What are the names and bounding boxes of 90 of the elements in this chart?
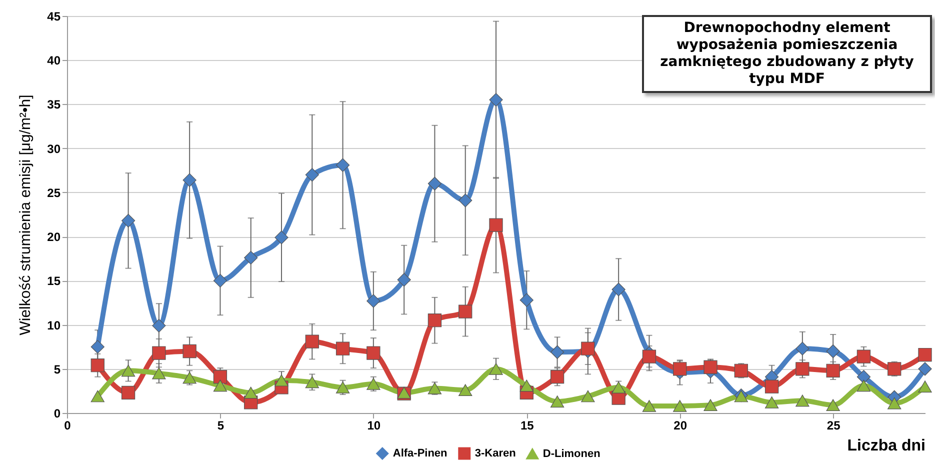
point [796,342,810,356]
point [244,386,258,399]
point [336,158,350,172]
point [550,396,564,408]
point [796,362,810,376]
point [213,370,228,384]
point [90,390,104,402]
point [764,396,779,408]
point [152,346,166,360]
y-tick-label: 15 [47,274,61,288]
x-tick-label: 10 [367,418,381,432]
point [336,342,350,356]
x-tick-label: 5 [217,418,224,432]
point [642,350,656,364]
point [520,380,534,392]
point [336,381,350,394]
point [888,397,902,410]
point [428,382,442,394]
point [918,362,932,376]
point [642,400,656,412]
x-tick-label: 15 [520,418,534,432]
point [489,92,503,107]
point [550,370,564,384]
point [305,334,319,348]
point [489,218,503,232]
point [213,274,228,288]
x-axis-title: Liczba dni [847,438,926,454]
point [704,399,718,412]
x-tick-label: 0 [64,418,72,432]
point [182,344,196,358]
point [90,340,104,354]
point [918,348,932,362]
y-tick-label: 0 [54,406,61,420]
point [428,314,442,328]
point [826,344,840,358]
point [121,364,136,377]
point [121,386,136,400]
y-tick-label: 20 [47,230,61,244]
point [213,380,228,392]
point [458,194,472,208]
point [581,342,595,356]
point [152,318,166,332]
y-tick-label: 5 [54,362,61,376]
legend-label: Alfa-Pinen [392,448,448,460]
point [366,346,380,360]
point [796,394,810,407]
legend-label: D-Limonen [542,448,601,460]
x-tick-label: 20 [674,418,688,432]
point [366,294,380,308]
point [612,381,626,394]
point [673,400,687,412]
y-tick-label: 45 [47,10,61,24]
point [734,364,748,378]
point [826,364,840,378]
y-tick-label: 30 [47,142,61,156]
point [458,384,472,396]
point [856,380,871,392]
point [918,380,932,392]
y-tick-label: 10 [47,318,61,332]
y-axis-title: Wielkość strumienia emisji [μg/m²•h] [17,94,34,336]
point [888,362,902,376]
y-tick-label: 25 [47,186,61,200]
point [856,350,871,364]
point [121,214,136,228]
point [428,176,442,190]
point [274,230,288,244]
point [305,376,319,388]
point [550,345,564,359]
point [305,168,319,182]
point [397,272,411,287]
point [764,380,779,394]
point [826,399,840,412]
point [489,362,503,375]
point [182,173,196,187]
point [520,293,534,307]
point [458,304,472,318]
legend-label: 3-Karen [474,448,516,460]
point [856,370,871,384]
point [612,282,626,296]
y-tick-label: 35 [47,98,61,112]
point [90,358,104,372]
point [244,250,258,265]
x-tick-label: 25 [826,418,841,432]
y-tick-label: 40 [47,54,61,68]
point [581,390,595,402]
point [274,374,288,386]
point [182,372,196,384]
annotation: Drewnopochodny element wyposażenia pomieszczenia zamkniętego zbudowany z płyty typu MDF [642,15,932,93]
point [152,367,166,380]
point [366,378,380,390]
